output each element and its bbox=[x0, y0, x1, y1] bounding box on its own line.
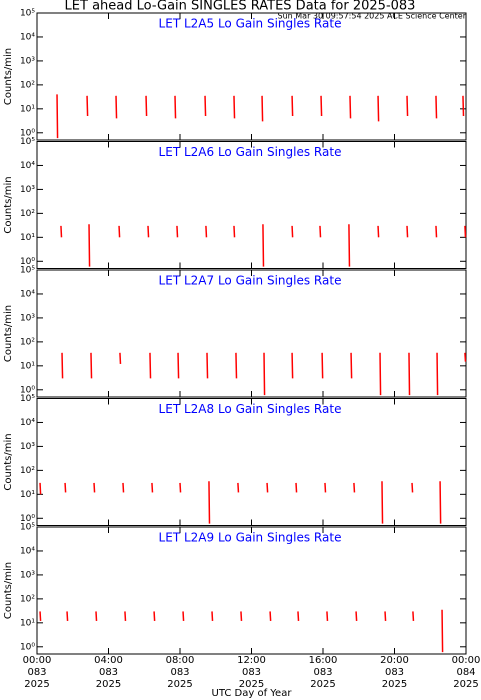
x-tick-label: 2025 bbox=[382, 679, 407, 690]
x-tick-label: 04:00 bbox=[94, 655, 123, 666]
y-tick-label: 10⁴ bbox=[20, 161, 35, 171]
x-tick-label: 084 bbox=[456, 667, 475, 678]
y-tick-label: 10³ bbox=[20, 56, 35, 66]
y-tick-label: 10⁴ bbox=[20, 32, 35, 42]
y-tick-label: 10² bbox=[20, 466, 35, 476]
y-tick-label: 10² bbox=[20, 594, 35, 604]
y-tick-label: 10² bbox=[20, 209, 35, 219]
y-tick-label: 10¹ bbox=[20, 104, 35, 114]
y-tick-label: 10⁵ bbox=[20, 266, 35, 276]
x-tick-label: 00:00 bbox=[452, 655, 481, 666]
x-tick-label: 083 bbox=[170, 667, 189, 678]
x-tick-label: 083 bbox=[27, 667, 46, 678]
plot-frame bbox=[36, 12, 467, 141]
x-tick-label: 2025 bbox=[453, 679, 478, 690]
y-tick-label: 10³ bbox=[20, 185, 35, 195]
y-tick-label: 10³ bbox=[20, 313, 35, 323]
y-tick-label: 10⁵ bbox=[20, 137, 35, 147]
y-tick-label: 10⁰ bbox=[20, 385, 35, 395]
data-line bbox=[39, 609, 444, 653]
y-tick-label: 10¹ bbox=[20, 490, 35, 500]
y-tick-label: 10⁴ bbox=[20, 546, 35, 556]
x-tick-label: 2025 bbox=[24, 679, 49, 690]
x-tick-label: 12:00 bbox=[237, 655, 266, 666]
x-tick-label: 2025 bbox=[96, 679, 121, 690]
x-tick-label: 2025 bbox=[167, 679, 192, 690]
y-tick-label: 10⁵ bbox=[20, 523, 35, 533]
y-tick-label: 10⁰ bbox=[20, 514, 35, 524]
y-tick-label: 10⁴ bbox=[20, 289, 35, 299]
x-tick-label: 2025 bbox=[310, 679, 335, 690]
y-tick-label: 10² bbox=[20, 80, 35, 90]
panel-title: LET L2A5 Lo Gain Singles Rate bbox=[159, 17, 342, 31]
plot-frame bbox=[36, 269, 467, 398]
y-axis-label: Counts/min bbox=[3, 562, 14, 619]
y-tick-label: 10⁵ bbox=[20, 9, 35, 19]
x-tick-label: 2025 bbox=[239, 679, 264, 690]
y-tick-label: 10⁰ bbox=[20, 642, 35, 652]
y-tick-label: 10⁵ bbox=[20, 394, 35, 404]
x-tick-label: 083 bbox=[99, 667, 118, 678]
y-tick-label: 10² bbox=[20, 337, 35, 347]
panel-title: LET L2A9 Lo Gain Singles Rate bbox=[159, 531, 342, 545]
y-tick-label: 10¹ bbox=[20, 233, 35, 243]
x-tick-label: 083 bbox=[385, 667, 404, 678]
panel-title: LET L2A8 Lo Gain Singles Rate bbox=[159, 402, 342, 416]
data-line bbox=[39, 481, 442, 524]
page-subtitle: Sun Mar 30 09:57:54 2025 ACE Science Cen… bbox=[278, 12, 467, 21]
plot-frame bbox=[36, 526, 467, 655]
y-axis-label: Counts/min bbox=[3, 176, 14, 233]
plot-frame bbox=[36, 398, 467, 526]
y-tick-label: 10⁰ bbox=[20, 257, 35, 267]
plot-frame bbox=[36, 141, 467, 269]
page-title: LET ahead Lo-Gain SINGLES RATES Data for… bbox=[65, 0, 416, 14]
y-tick-label: 10⁴ bbox=[20, 418, 35, 428]
y-axis-label: Counts/min bbox=[3, 305, 14, 362]
data-line bbox=[60, 224, 467, 267]
x-tick-label: 08:00 bbox=[166, 655, 195, 666]
y-tick-label: 10¹ bbox=[20, 361, 35, 371]
x-tick-label: 083 bbox=[242, 667, 261, 678]
x-tick-label: 00:00 bbox=[23, 655, 52, 666]
x-axis-label: UTC Day of Year bbox=[212, 688, 293, 699]
data-line bbox=[61, 352, 467, 396]
y-tick-label: 10³ bbox=[20, 442, 35, 452]
x-tick-label: 16:00 bbox=[309, 655, 338, 666]
y-axis-label: Counts/min bbox=[3, 433, 14, 490]
y-tick-label: 10⁰ bbox=[20, 128, 35, 138]
panel-title: LET L2A6 Lo Gain Singles Rate bbox=[159, 145, 342, 159]
y-tick-label: 10³ bbox=[20, 570, 35, 580]
x-tick-label: 20:00 bbox=[380, 655, 409, 666]
x-tick-label: 083 bbox=[313, 667, 332, 678]
y-axis-label: Counts/min bbox=[3, 48, 14, 105]
data-line bbox=[56, 94, 465, 139]
panel-title: LET L2A7 Lo Gain Singles Rate bbox=[159, 274, 342, 288]
y-tick-label: 10¹ bbox=[20, 618, 35, 628]
